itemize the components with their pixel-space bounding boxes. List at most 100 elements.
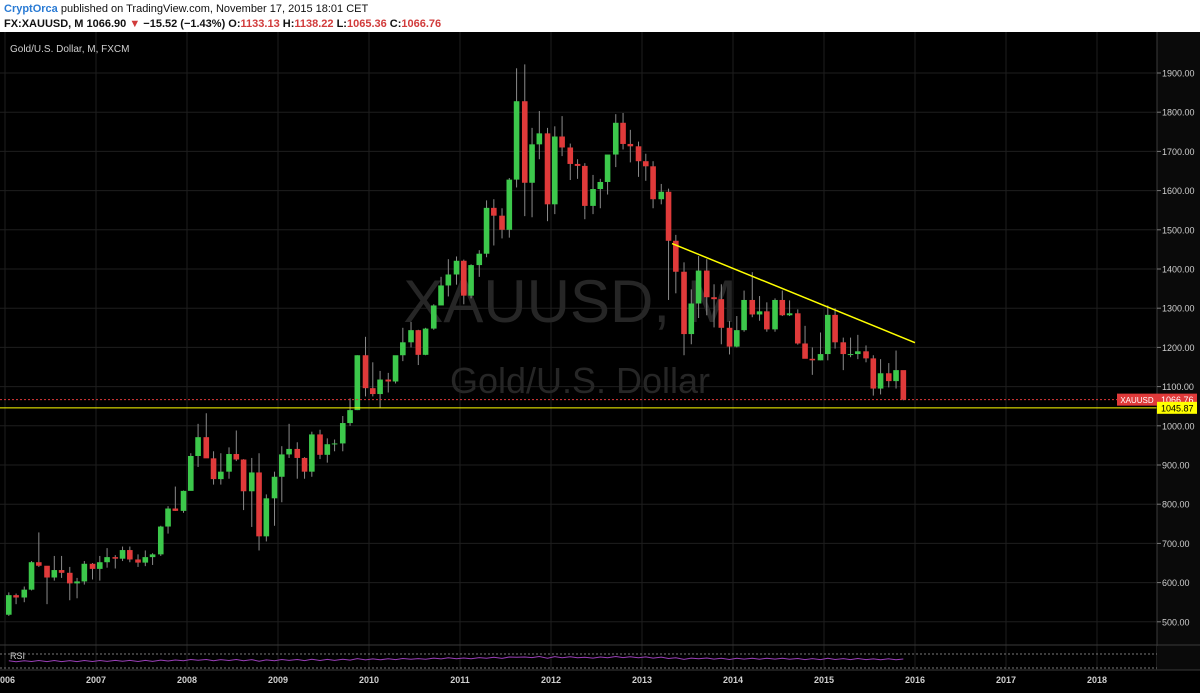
time-axis-label: 2017 bbox=[996, 675, 1016, 685]
published-text: published on TradingView.com, November 1… bbox=[57, 3, 369, 15]
price-tick-label: 1400.00 bbox=[1162, 265, 1195, 275]
candle-body bbox=[180, 490, 187, 511]
candle-body bbox=[756, 311, 763, 315]
candle-body bbox=[544, 133, 551, 205]
candle-body bbox=[331, 443, 338, 445]
candle-body bbox=[203, 437, 210, 459]
last-price: 1066.90 bbox=[86, 18, 127, 30]
candle-body bbox=[847, 354, 854, 356]
low-value: 1065.36 bbox=[346, 18, 387, 30]
candle-body bbox=[218, 471, 224, 480]
candle-body bbox=[665, 191, 672, 241]
candle-body bbox=[294, 448, 301, 458]
candle-body bbox=[165, 508, 171, 527]
candle-body bbox=[6, 595, 12, 615]
open-label: O: bbox=[228, 18, 241, 30]
candle-body bbox=[468, 265, 474, 296]
open-value: 1133.13 bbox=[240, 18, 280, 30]
candle-body bbox=[461, 260, 467, 296]
candle-body bbox=[408, 330, 414, 343]
price-tick-label: 1800.00 bbox=[1162, 108, 1195, 118]
chart-header: CryptOrca published on TradingView.com, … bbox=[0, 0, 1200, 32]
candle-body bbox=[385, 379, 392, 382]
candle-body bbox=[650, 166, 656, 200]
price-axis-background bbox=[1157, 32, 1200, 670]
price-tick-label: 1500.00 bbox=[1162, 225, 1195, 235]
candle-body bbox=[870, 358, 877, 389]
candle-body bbox=[764, 311, 770, 330]
candle-body bbox=[309, 434, 315, 472]
candle-body bbox=[354, 355, 361, 411]
price-tick-label: 900.00 bbox=[1162, 461, 1190, 471]
candle-body bbox=[188, 455, 194, 491]
candle-body bbox=[734, 330, 740, 347]
candle-body bbox=[893, 370, 899, 382]
candle-body bbox=[772, 299, 778, 330]
candle-body bbox=[127, 550, 133, 560]
rsi-axis-background bbox=[1157, 646, 1200, 670]
time-axis-label: 2015 bbox=[814, 675, 834, 685]
candle-body bbox=[552, 136, 558, 205]
candle-body bbox=[240, 459, 247, 492]
candle-body bbox=[13, 595, 19, 598]
time-axis-label: 2014 bbox=[723, 675, 743, 685]
candle-body bbox=[582, 165, 588, 206]
price-tick-label: 700.00 bbox=[1162, 539, 1190, 549]
candle-body bbox=[521, 101, 528, 183]
candle-body bbox=[612, 122, 619, 155]
candle-body bbox=[900, 370, 907, 400]
price-tick-label: 1700.00 bbox=[1162, 147, 1195, 157]
candle-body bbox=[483, 207, 490, 254]
candle-body bbox=[749, 299, 756, 315]
price-tick-label: 1600.00 bbox=[1162, 186, 1195, 196]
author-link[interactable]: CryptOrca bbox=[4, 3, 58, 15]
candle-body bbox=[673, 240, 679, 272]
time-axis-label: 2010 bbox=[359, 675, 379, 685]
candle-body bbox=[392, 355, 399, 382]
candle-body bbox=[400, 342, 406, 356]
candle-body bbox=[256, 472, 262, 537]
candle-body bbox=[142, 557, 149, 563]
time-axis-label: 2008 bbox=[177, 675, 197, 685]
candle-body bbox=[135, 559, 141, 563]
candle-body bbox=[635, 146, 642, 162]
rsi-label: RSI bbox=[10, 651, 25, 661]
candle-body bbox=[324, 444, 331, 455]
candle-body bbox=[741, 299, 747, 331]
candle-body bbox=[195, 437, 201, 456]
candle-body bbox=[491, 207, 497, 216]
price-chart[interactable]: XAUUSD, M Gold/U.S. Dollar Gold/U.S. Dolla… bbox=[0, 32, 1200, 693]
time-axis-label: 2011 bbox=[450, 675, 470, 685]
chart-title: Gold/U.S. Dollar, M, FXCM bbox=[10, 44, 129, 55]
candle-body bbox=[536, 133, 543, 145]
candle-body bbox=[66, 572, 73, 584]
candle-body bbox=[681, 271, 687, 335]
candle-body bbox=[809, 358, 816, 361]
candle-body bbox=[119, 550, 126, 559]
candle-body bbox=[362, 355, 369, 389]
low-label: L: bbox=[336, 18, 347, 30]
time-axis-label: 2016 bbox=[905, 675, 925, 685]
price-tick-label: 1900.00 bbox=[1162, 69, 1195, 79]
symbol-tag-label: XAUUSD bbox=[1120, 396, 1154, 405]
candle-body bbox=[81, 563, 88, 582]
symbol-label: FX:XAUUSD, M bbox=[4, 18, 87, 30]
candle-body bbox=[263, 498, 270, 537]
price-tick-label: 1000.00 bbox=[1162, 421, 1195, 431]
publish-info: CryptOrca published on TradingView.com, … bbox=[4, 2, 368, 16]
candle-body bbox=[718, 299, 725, 328]
support-price-tag bbox=[1157, 401, 1197, 414]
candle-body bbox=[627, 143, 634, 147]
watermark-name: Gold/U.S. Dollar bbox=[450, 360, 710, 401]
trendline bbox=[671, 242, 916, 344]
candle-body bbox=[172, 508, 179, 511]
candle-body bbox=[832, 314, 838, 343]
time-axis-background bbox=[0, 670, 1200, 693]
candle-body bbox=[430, 305, 437, 329]
candle-body bbox=[445, 274, 452, 286]
price-tick-label: 500.00 bbox=[1162, 617, 1190, 627]
candle-body bbox=[286, 448, 292, 455]
candle-body bbox=[643, 161, 649, 167]
candle-body bbox=[210, 458, 217, 480]
close-label: C: bbox=[389, 18, 402, 30]
